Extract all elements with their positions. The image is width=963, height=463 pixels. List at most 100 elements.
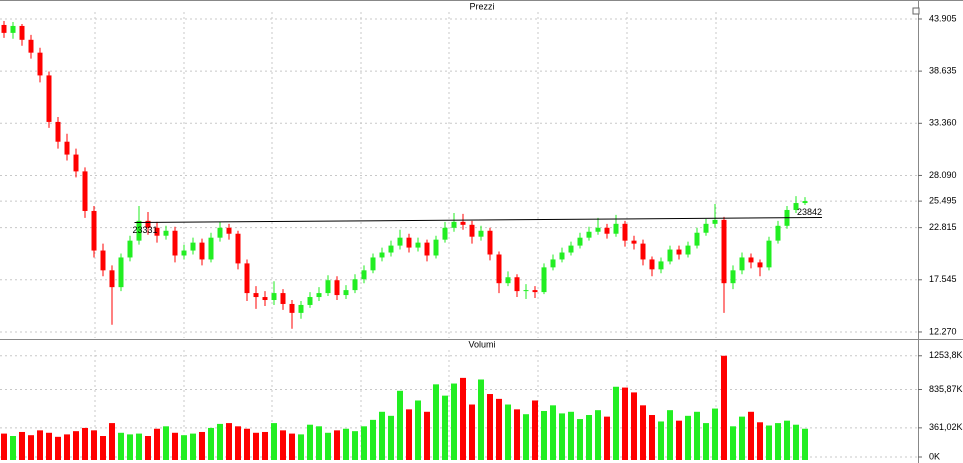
candle-body — [604, 227, 610, 234]
volume-bar — [568, 411, 574, 460]
candle-body — [226, 227, 232, 234]
candle-body — [685, 245, 691, 255]
candle-body — [379, 252, 385, 258]
volume-bar — [550, 405, 556, 460]
volume-bar — [667, 410, 673, 460]
candle-body — [451, 221, 457, 228]
candle-body — [487, 230, 493, 255]
candle-body — [523, 290, 529, 292]
volume-bar — [586, 415, 592, 460]
candle-body — [145, 220, 151, 228]
candle-body — [433, 239, 439, 256]
y-tick-label: 43.905 — [929, 13, 957, 23]
panel-button[interactable] — [912, 7, 920, 15]
volume-bar — [208, 427, 214, 460]
candle-body — [199, 242, 205, 260]
candle-body — [100, 250, 106, 271]
volume-bar — [28, 435, 34, 460]
candle-body — [694, 232, 700, 246]
volume-bar — [802, 428, 808, 460]
volume-bar — [613, 386, 619, 460]
volume-bar — [424, 411, 430, 460]
candle-body — [154, 227, 160, 236]
candle-body — [343, 290, 349, 296]
volume-bar — [640, 405, 646, 460]
candle-body — [361, 270, 367, 280]
volume-bar — [748, 411, 754, 460]
candle-body — [595, 227, 601, 232]
volume-bar — [451, 383, 457, 460]
volume-bar — [343, 428, 349, 460]
volume-bar — [181, 435, 187, 460]
volume-bar — [460, 377, 466, 460]
y-tick-label: 25.495 — [929, 195, 957, 205]
volume-bar — [154, 428, 160, 460]
y-tick-label: 38.635 — [929, 65, 957, 75]
y-tick-label: 33.360 — [929, 118, 957, 128]
volume-bar — [442, 395, 448, 460]
volume-bar — [298, 434, 304, 460]
volume-bar — [487, 394, 493, 460]
volume-bar — [559, 413, 565, 460]
volume-bar — [496, 398, 502, 460]
volume-bar — [262, 431, 268, 460]
candle-body — [703, 223, 709, 233]
volume-bar — [784, 420, 790, 460]
y-tick-label: 361,02K — [929, 422, 963, 432]
volume-bar — [514, 409, 520, 460]
candle-body — [802, 201, 808, 204]
volume-bar — [64, 434, 70, 460]
candle-body — [163, 230, 169, 236]
candle-body — [622, 223, 628, 241]
candle-body — [118, 257, 124, 288]
volume-bar — [334, 430, 340, 460]
volume-bar — [505, 404, 511, 460]
volume-bar — [658, 421, 664, 460]
y-tick-label: 0K — [929, 451, 940, 461]
volume-bar — [433, 384, 439, 460]
candle-body — [550, 259, 556, 268]
volume-bar — [397, 390, 403, 460]
volume-bar — [406, 409, 412, 460]
volume-title: Volumi — [468, 339, 495, 349]
candle-body — [352, 279, 358, 291]
volume-bar — [37, 430, 43, 460]
volume-bar — [253, 432, 259, 460]
candle-body — [28, 39, 34, 53]
volume-bar — [775, 423, 781, 460]
candle-body — [505, 277, 511, 284]
candle-body — [190, 242, 196, 251]
candle-body — [676, 249, 682, 255]
volume-bar — [307, 424, 313, 460]
volume-bar — [703, 423, 709, 460]
volume-bar — [757, 422, 763, 460]
candle-body — [55, 121, 61, 142]
volume-bar — [10, 436, 16, 460]
candle-body — [712, 219, 718, 224]
volume-bar — [622, 387, 628, 460]
volume-bar — [739, 416, 745, 460]
trend-label: 23842 — [797, 207, 822, 217]
volume-bar — [271, 423, 277, 460]
candle-body — [73, 154, 79, 172]
volume-bar — [1, 433, 7, 460]
volume-bar — [109, 423, 115, 460]
volume-bar — [793, 424, 799, 460]
volume-bar — [100, 436, 106, 460]
volume-bar — [73, 431, 79, 460]
candle-body — [415, 242, 421, 248]
volume-bar — [478, 379, 484, 460]
candle-body — [388, 245, 394, 253]
candle-body — [442, 227, 448, 240]
volume-bar — [190, 433, 196, 460]
candle-body — [37, 52, 43, 76]
candle-body — [586, 231, 592, 238]
volume-bar — [388, 415, 394, 460]
volume-bar — [712, 408, 718, 460]
candle-body — [109, 270, 115, 288]
candle-body — [208, 237, 214, 260]
candle-body — [64, 141, 70, 155]
candle-body — [406, 237, 412, 248]
volume-bar — [631, 392, 637, 460]
